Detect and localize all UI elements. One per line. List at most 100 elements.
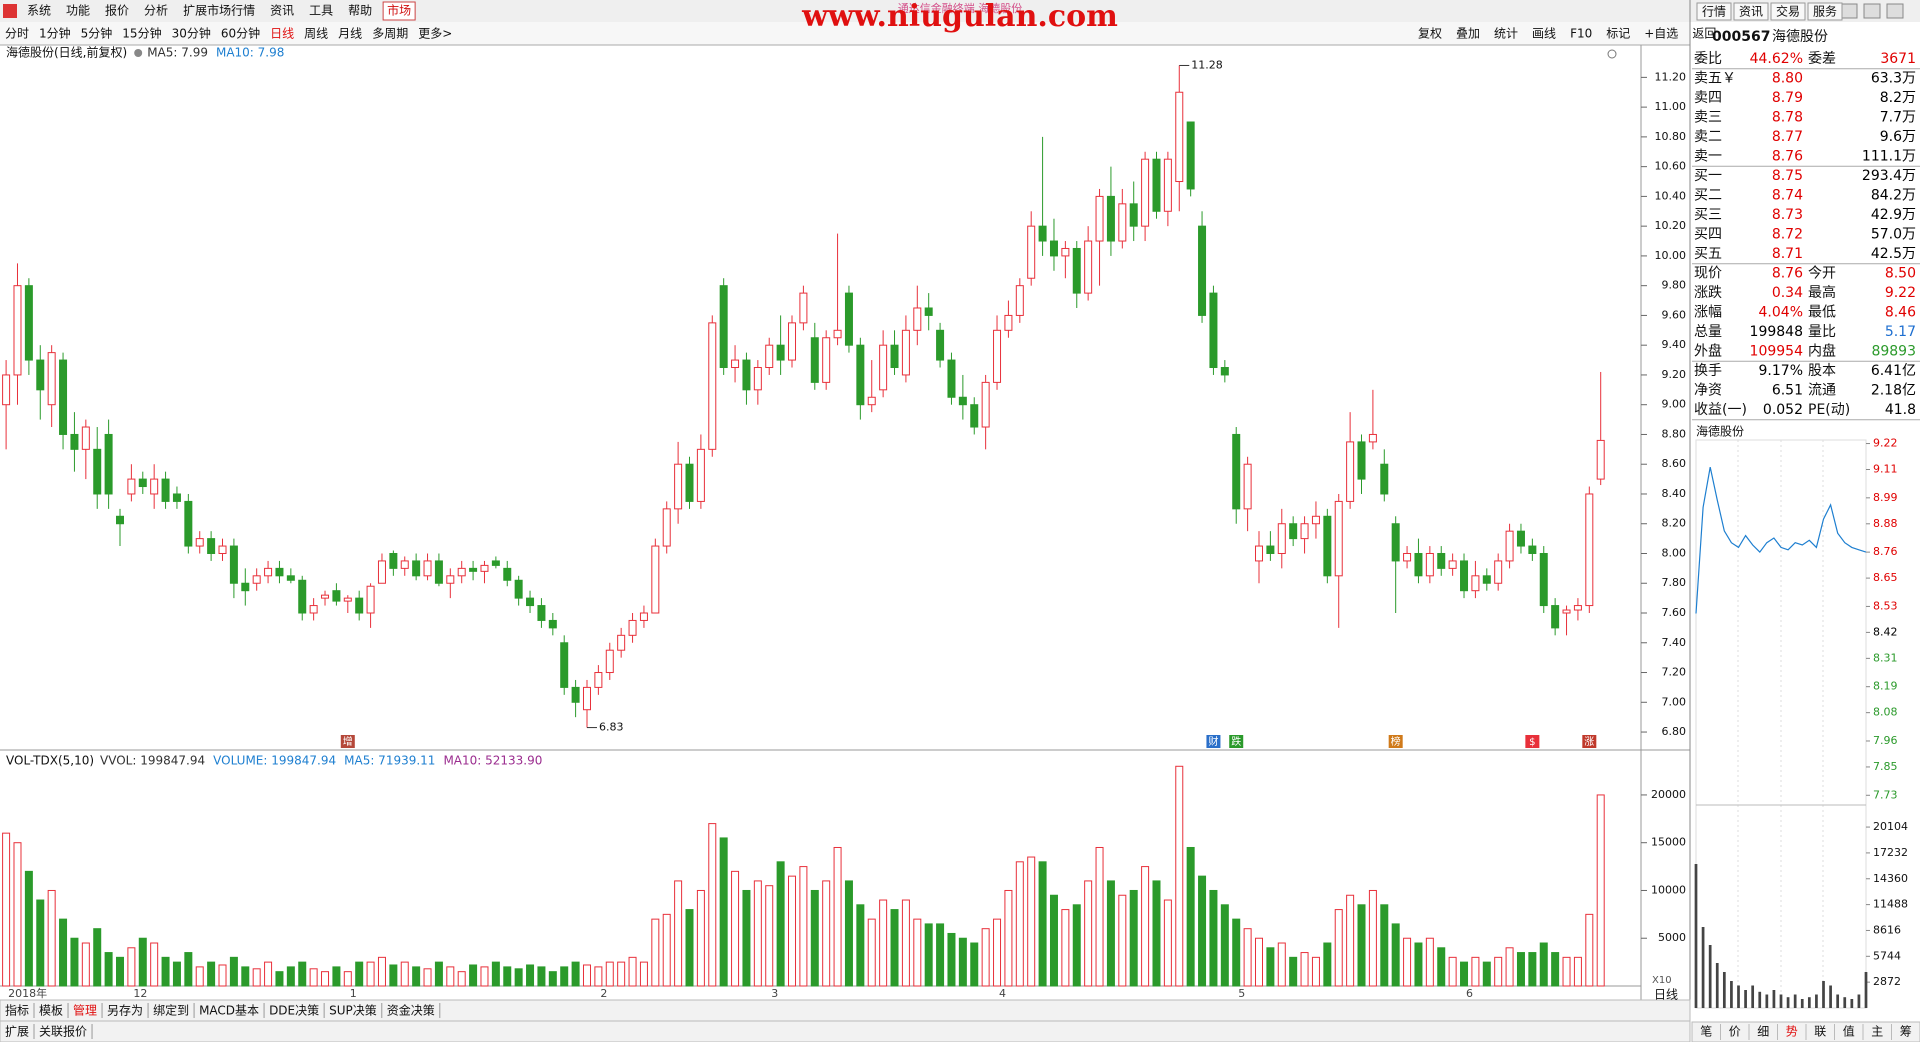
top-button-label[interactable]: 资讯 [1739,5,1763,19]
close-button[interactable] [1886,3,1904,19]
tool-button[interactable]: 标记 [1606,27,1630,41]
volume-bar [389,964,398,987]
status-tab[interactable]: 扩展 [5,1025,29,1039]
volume-bar [674,880,683,987]
detail-tab[interactable]: 笔 [1700,1024,1712,1039]
period-tab[interactable]: 多周期 [372,27,408,41]
period-tab[interactable]: 15分钟 [122,26,161,41]
event-label[interactable]: 增 [343,735,353,748]
period-tab[interactable]: 月线 [338,27,362,41]
candle-body [161,478,170,502]
candle-body [685,463,694,502]
menu-item[interactable]: 帮助 [348,4,372,18]
mini-tick-label: 8.99 [1873,491,1898,504]
event-label[interactable]: 跌 [1231,735,1241,748]
period-tab[interactable]: 周线 [304,27,328,41]
event-label[interactable]: $ [1529,737,1535,748]
indicator-tab[interactable]: 模板 [39,1004,63,1018]
indicator-tab[interactable]: SUP决策 [329,1004,377,1018]
candle-body [981,381,990,428]
detail-tab[interactable]: 值 [1843,1024,1855,1039]
menu-item[interactable]: 功能 [66,4,90,18]
tool-button[interactable]: 叠加 [1456,27,1480,41]
tool-button[interactable]: F10 [1570,27,1592,41]
market-label[interactable]: 市场 [387,3,411,18]
volume-bar [1049,894,1058,987]
top-button-label[interactable]: 交易 [1776,4,1800,19]
detail-tab[interactable]: 筹 [1900,1025,1912,1039]
top-button-label[interactable]: 行情 [1702,5,1726,19]
menu-item[interactable]: 资讯 [270,4,294,18]
indicator-tab[interactable]: DDE决策 [269,1004,319,1018]
top-button[interactable] [1733,2,1769,21]
volume-bar [469,964,478,987]
candle-body [582,686,591,711]
quote-value: 111.1万 [1862,149,1916,165]
candle-body [651,545,660,614]
minimize-button[interactable] [1840,3,1858,19]
top-button[interactable] [1807,2,1843,21]
volume-bar [628,956,637,987]
menu-item[interactable]: 报价 [105,3,129,18]
event-marker[interactable] [1525,735,1540,748]
menu-item[interactable]: 分析 [144,4,168,18]
indicator-tab[interactable]: 资金决策 [387,1003,435,1018]
detail-tab[interactable]: 价 [1729,1025,1741,1039]
tool-button[interactable]: 复权 [1418,27,1442,41]
period-tab[interactable]: 日线 [270,27,294,41]
tool-button[interactable]: 画线 [1532,27,1556,41]
top-button-label[interactable]: 服务 [1813,4,1837,19]
candle-body [241,582,250,592]
quote-value: 42.5万 [1871,246,1916,262]
mini-tick-label: 7.85 [1873,760,1898,773]
indicator-tab[interactable]: 管理 [73,1003,97,1018]
period-tab[interactable]: 更多> [418,27,452,41]
event-marker[interactable] [340,735,355,748]
period-tab[interactable]: 分时 [5,27,29,41]
period-tab[interactable]: 60分钟 [221,26,260,41]
indicator-tab[interactable]: MACD基本 [199,1004,259,1018]
volume-bar [560,966,569,987]
tool-button[interactable]: 统计 [1494,27,1518,41]
quote-label: 外盘 [1694,343,1722,360]
volume-bar [1585,913,1594,987]
y-tick-label: 8.00 [1662,546,1687,559]
detail-tab[interactable]: 细 [1757,1025,1769,1039]
detail-tab[interactable]: 联 [1814,1025,1826,1039]
detail-tab[interactable]: 势 [1786,1025,1798,1039]
indicator-tab[interactable]: 另存为 [107,1004,143,1018]
detail-tab[interactable]: 主 [1871,1025,1883,1039]
event-marker[interactable] [1388,735,1403,748]
candle-body [765,344,774,369]
status-tab[interactable]: 关联报价 [39,1024,87,1039]
volume-bar [1357,904,1366,987]
volume-bar [264,961,273,987]
indicator-tab[interactable]: 指标 [5,1003,29,1018]
tool-button[interactable]: +自选 [1644,27,1678,41]
quote-value: 8.76 [1772,266,1803,282]
event-marker[interactable] [1229,735,1244,748]
top-button[interactable] [1696,2,1732,21]
event-label[interactable]: 涨 [1584,736,1594,748]
candle-body [1528,545,1537,554]
market-button[interactable] [382,1,416,21]
menu-item[interactable]: 工具 [309,4,333,18]
menu-item[interactable]: 系统 [27,4,51,18]
candle-body [776,344,785,361]
event-marker[interactable] [1206,735,1221,748]
event-marker[interactable] [1582,735,1597,748]
tool-button[interactable]: 返回 [1692,27,1716,41]
top-button[interactable] [1770,2,1806,21]
event-label[interactable]: 榜 [1391,735,1401,748]
event-label[interactable]: 财 [1208,735,1218,748]
period-tab[interactable]: 30分钟 [172,26,211,41]
candle-body [1027,225,1036,279]
menu-item[interactable]: 扩展市场行情 [183,3,255,18]
period-tab[interactable]: 1分钟 [39,26,71,41]
chart-option[interactable] [1607,49,1617,59]
restore-button[interactable] [1863,3,1881,19]
period-tab[interactable]: 5分钟 [81,26,113,41]
candle-body [605,649,614,674]
indicator-tab[interactable]: 绑定到 [153,1003,189,1018]
mini-tick-label: 11488 [1873,898,1908,911]
